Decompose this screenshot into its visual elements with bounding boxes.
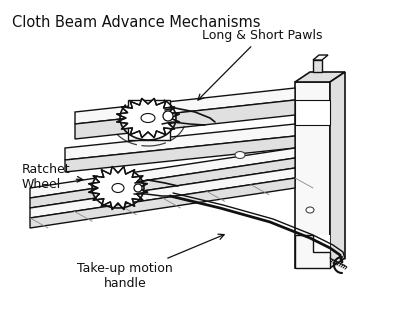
Polygon shape <box>295 235 330 268</box>
Polygon shape <box>313 60 322 72</box>
Ellipse shape <box>141 114 155 122</box>
Text: Ratchet
Wheel: Ratchet Wheel <box>22 163 83 191</box>
Polygon shape <box>75 88 295 124</box>
Polygon shape <box>65 124 295 160</box>
Polygon shape <box>116 98 179 138</box>
Text: Long & Short Pawls: Long & Short Pawls <box>198 29 322 100</box>
Polygon shape <box>295 72 345 82</box>
Polygon shape <box>295 235 330 268</box>
Polygon shape <box>75 100 295 139</box>
Ellipse shape <box>235 151 245 158</box>
Polygon shape <box>30 158 295 208</box>
Text: Cloth Beam Advance Mechanisms: Cloth Beam Advance Mechanisms <box>12 15 260 30</box>
Polygon shape <box>65 136 295 172</box>
Polygon shape <box>128 100 170 140</box>
Text: Take-up motion
handle: Take-up motion handle <box>77 234 224 290</box>
Polygon shape <box>295 100 330 125</box>
Polygon shape <box>30 148 295 198</box>
Polygon shape <box>30 178 295 228</box>
Circle shape <box>163 111 173 121</box>
Ellipse shape <box>306 207 314 213</box>
Polygon shape <box>313 55 328 60</box>
Circle shape <box>134 184 142 192</box>
Polygon shape <box>89 166 147 210</box>
Polygon shape <box>295 82 330 268</box>
Ellipse shape <box>112 183 124 192</box>
Polygon shape <box>30 168 295 218</box>
Polygon shape <box>330 72 345 268</box>
